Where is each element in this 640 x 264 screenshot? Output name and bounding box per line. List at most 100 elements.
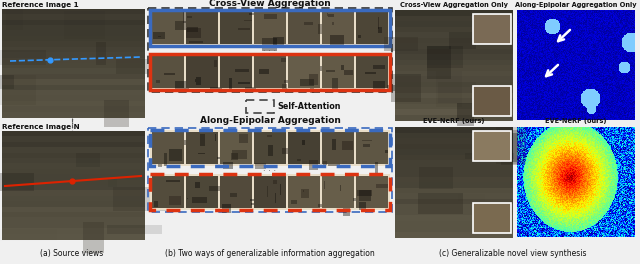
Bar bbox=[2, 95, 145, 102]
Bar bbox=[150, 130, 390, 166]
Bar bbox=[0, 50, 46, 65]
Bar bbox=[192, 197, 207, 203]
Bar bbox=[501, 130, 518, 164]
Bar bbox=[113, 187, 167, 211]
Bar bbox=[318, 24, 330, 34]
Bar bbox=[359, 202, 365, 210]
Bar bbox=[322, 132, 354, 164]
Bar bbox=[395, 43, 513, 50]
Bar bbox=[291, 200, 297, 204]
Bar bbox=[154, 201, 158, 207]
Bar bbox=[250, 199, 260, 201]
Bar bbox=[2, 190, 145, 197]
Text: Reference Image N: Reference Image N bbox=[2, 124, 79, 130]
Bar bbox=[320, 66, 322, 71]
Bar bbox=[288, 176, 320, 208]
Bar bbox=[2, 234, 145, 240]
Bar bbox=[395, 144, 513, 150]
Bar bbox=[395, 109, 513, 116]
Bar bbox=[387, 85, 396, 91]
Bar bbox=[326, 70, 335, 72]
Bar bbox=[254, 132, 286, 164]
Bar bbox=[164, 153, 167, 166]
Bar bbox=[195, 182, 200, 188]
Bar bbox=[395, 92, 513, 99]
Bar bbox=[308, 160, 319, 170]
Bar bbox=[2, 41, 145, 48]
Bar bbox=[483, 136, 495, 153]
Bar bbox=[473, 14, 511, 44]
Bar bbox=[231, 153, 238, 160]
Bar bbox=[254, 12, 286, 44]
Bar bbox=[108, 179, 116, 187]
Bar bbox=[395, 182, 513, 188]
Bar bbox=[150, 130, 390, 166]
Bar bbox=[0, 229, 57, 241]
Bar bbox=[458, 103, 474, 126]
Bar bbox=[152, 132, 184, 164]
Text: ⋮: ⋮ bbox=[67, 119, 77, 129]
Bar bbox=[395, 103, 513, 110]
Bar bbox=[473, 86, 511, 116]
Bar bbox=[2, 47, 145, 53]
Bar bbox=[395, 215, 513, 221]
Bar bbox=[356, 176, 388, 208]
Bar bbox=[2, 212, 145, 218]
Text: (b) Two ways of generalizable information aggregation: (b) Two ways of generalizable informatio… bbox=[165, 249, 375, 258]
Bar bbox=[259, 69, 269, 74]
Bar bbox=[158, 36, 161, 37]
Bar bbox=[189, 41, 203, 43]
Bar bbox=[2, 185, 145, 191]
Bar bbox=[152, 176, 184, 208]
Bar bbox=[0, 75, 36, 105]
Bar bbox=[395, 177, 513, 183]
Bar bbox=[175, 81, 189, 91]
Bar bbox=[2, 25, 145, 32]
Bar bbox=[418, 193, 463, 214]
Text: Cross-View Aggregation: Cross-View Aggregation bbox=[209, 0, 331, 8]
Bar bbox=[395, 171, 513, 177]
Bar bbox=[169, 196, 181, 205]
Bar bbox=[372, 30, 374, 34]
Bar bbox=[182, 12, 191, 22]
Bar bbox=[2, 174, 145, 181]
Bar bbox=[175, 21, 190, 30]
Bar bbox=[322, 56, 354, 88]
Bar bbox=[2, 31, 145, 37]
Bar bbox=[237, 27, 250, 30]
Bar bbox=[273, 37, 284, 46]
Bar bbox=[342, 141, 353, 149]
Bar bbox=[2, 84, 145, 91]
Text: Along-Epipolar Aggregation: Along-Epipolar Aggregation bbox=[200, 116, 340, 125]
Bar bbox=[378, 27, 381, 32]
Bar bbox=[395, 138, 513, 144]
Bar bbox=[2, 74, 145, 80]
Bar bbox=[318, 204, 328, 207]
Bar bbox=[184, 139, 193, 145]
Bar bbox=[200, 134, 205, 146]
Bar bbox=[220, 56, 252, 88]
Bar bbox=[264, 14, 277, 19]
Bar bbox=[301, 189, 308, 198]
Bar bbox=[83, 222, 104, 253]
Bar bbox=[419, 167, 453, 189]
Bar bbox=[458, 194, 485, 201]
Bar bbox=[2, 142, 145, 148]
Bar bbox=[395, 160, 513, 167]
Bar bbox=[156, 80, 159, 83]
Bar bbox=[2, 52, 145, 59]
Bar bbox=[262, 38, 277, 51]
Bar bbox=[273, 180, 277, 185]
Bar bbox=[395, 204, 513, 210]
Bar bbox=[395, 70, 513, 77]
Bar bbox=[356, 56, 388, 88]
Bar bbox=[427, 45, 463, 68]
Bar bbox=[282, 148, 289, 154]
Bar bbox=[465, 153, 514, 159]
Bar bbox=[2, 20, 145, 26]
Bar bbox=[297, 159, 301, 161]
Bar bbox=[244, 87, 256, 91]
Bar bbox=[2, 15, 145, 21]
Bar bbox=[378, 17, 379, 29]
Bar bbox=[473, 131, 511, 161]
